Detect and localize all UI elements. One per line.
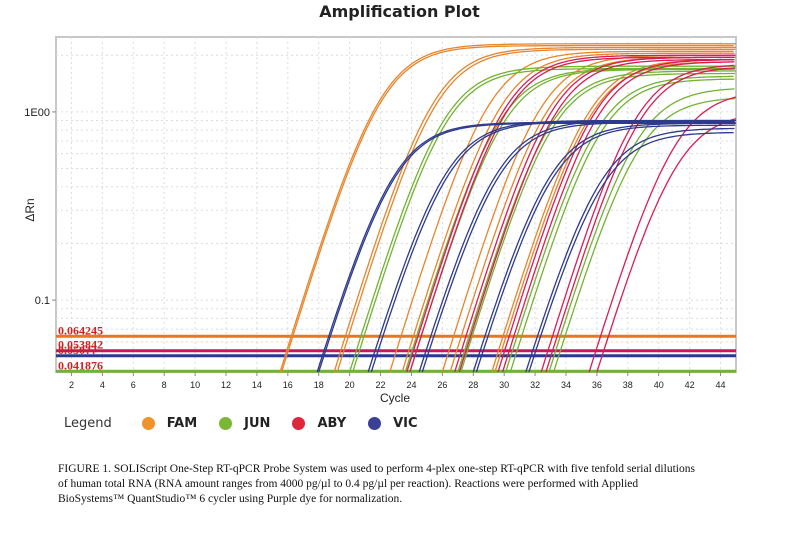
curve-jun [552, 97, 736, 373]
curve-aby [497, 59, 734, 373]
x-tick-label: 24 [406, 380, 416, 390]
amplification-curves [279, 43, 737, 373]
legend-dot-jun [219, 417, 233, 430]
legend-label-vic: VIC [393, 416, 418, 431]
curve-fam [333, 46, 736, 373]
curve-aby [406, 54, 736, 373]
y-axis-title: ΔRn [23, 198, 37, 221]
amplification-plot: 2 4 6 8 10 12 14 16 18 20 22 24 26 28 30 32 34 36 38 40 42 44… [23, 36, 737, 405]
curve-jun [548, 88, 735, 373]
curve-jun [404, 67, 734, 373]
x-tick-label: 2 [69, 380, 74, 390]
x-tick-label: 26 [437, 380, 447, 390]
curve-vic [528, 131, 734, 373]
x-tick-label: 20 [345, 380, 355, 390]
x-tick-label: 34 [561, 380, 571, 390]
x-axis-ticks: 2 4 6 8 10 12 14 16 18 20 22 24 26 28 30 32 34 36 38 40 42 44 [69, 372, 726, 390]
threshold-label: 0.064245 [58, 323, 103, 337]
x-tick-label: 36 [592, 380, 602, 390]
y-axis-ticks: 1E00 0.1 [24, 107, 56, 307]
x-tick-label: 8 [162, 380, 167, 390]
curve-jun [505, 75, 734, 373]
curve-aby [501, 61, 735, 373]
figure-caption: FIGURE 1. SOLIScript One-Step RT-qPCR Pr… [58, 463, 695, 505]
curve-fam [336, 48, 736, 373]
y-tick-label: 0.1 [35, 295, 50, 307]
legend-item-vic: VIC [368, 416, 418, 431]
y-tick-label: 1E00 [24, 107, 50, 119]
legend-label-aby: ABY [317, 416, 347, 431]
x-tick-label: 10 [190, 380, 200, 390]
curve-aby [458, 58, 734, 373]
legend-item-fam: FAM [141, 416, 198, 431]
chart-title: Amplification Plot [319, 2, 480, 21]
x-tick-label: 32 [530, 380, 540, 390]
curve-vic [370, 120, 735, 373]
curve-jun [457, 70, 736, 373]
threshold-label: 0.050?? [58, 343, 97, 357]
threshold-label: 0.053842 [58, 338, 103, 352]
curve-fam [389, 50, 734, 373]
curve-vic [472, 122, 736, 373]
x-tick-label: 6 [131, 380, 136, 390]
curve-fam [280, 44, 734, 373]
x-tick-label: 16 [283, 380, 293, 390]
curve-fam [401, 52, 735, 373]
x-tick-label: 42 [685, 380, 695, 390]
x-tick-label: 18 [314, 380, 324, 390]
legend-dot-fam [141, 417, 155, 430]
x-tick-label: 22 [376, 380, 386, 390]
x-axis-title: Cycle [380, 391, 410, 405]
curve-vic [418, 119, 736, 373]
curve-jun [509, 78, 735, 373]
curve-aby [545, 67, 736, 373]
x-tick-label: 4 [100, 380, 105, 390]
x-tick-label: 40 [654, 380, 664, 390]
curve-aby [454, 56, 733, 373]
legend-title: Legend [64, 416, 112, 431]
curve-vic [525, 127, 735, 373]
curve-vic [421, 121, 736, 373]
legend-item-jun: JUN [219, 416, 270, 431]
curve-jun [460, 72, 736, 373]
x-tick-label: 12 [221, 380, 231, 390]
curve-fam [279, 43, 736, 373]
curve-aby [540, 64, 735, 373]
plot-frame [55, 36, 737, 373]
x-tick-label: 44 [716, 380, 726, 390]
legend-item-aby: ABY [292, 416, 346, 431]
legend: Legend FAM JUN ABY VIC [64, 416, 440, 431]
legend-label-jun: JUN [244, 416, 271, 431]
curve-aby [588, 96, 737, 373]
x-tick-label: 14 [252, 380, 262, 390]
legend-dot-aby [292, 417, 306, 430]
threshold-label: 0.041876 [58, 358, 103, 372]
curve-vic [475, 124, 736, 373]
legend-label-fam: FAM [166, 416, 198, 431]
legend-dot-vic [368, 417, 382, 430]
x-tick-label: 38 [623, 380, 633, 390]
curve-aby [596, 118, 737, 373]
x-tick-label: 30 [499, 380, 509, 390]
x-tick-label: 28 [468, 380, 478, 390]
